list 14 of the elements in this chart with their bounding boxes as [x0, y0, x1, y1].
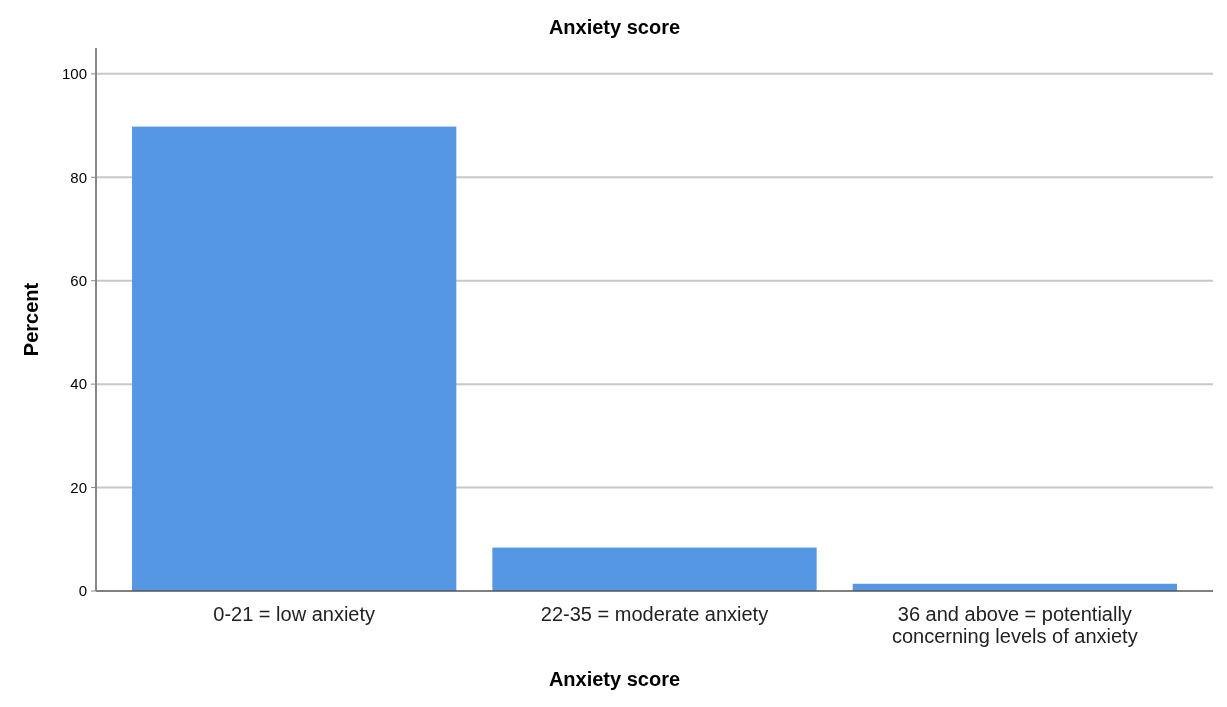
bar: [132, 126, 457, 591]
x-tick-label: 0-21 = low anxiety: [213, 603, 376, 625]
x-tick-label: 36 and above = potentially concerning levels of anxiety: [891, 603, 1138, 647]
x-axis-title: Anxiety score: [548, 668, 681, 690]
y-tick-label: 40: [70, 375, 87, 393]
y-tick-label: 0: [78, 582, 87, 600]
y-axis-title: Percent: [20, 282, 42, 357]
bar: [492, 547, 817, 591]
chart-title: Anxiety score: [548, 16, 681, 38]
y-tick-label: 100: [61, 65, 87, 83]
y-tick-label: 80: [70, 168, 87, 186]
y-tick-label: 60: [70, 271, 87, 289]
x-tick-label: 22-35 = moderate anxiety: [540, 603, 769, 625]
y-tick-label: 20: [70, 478, 87, 496]
